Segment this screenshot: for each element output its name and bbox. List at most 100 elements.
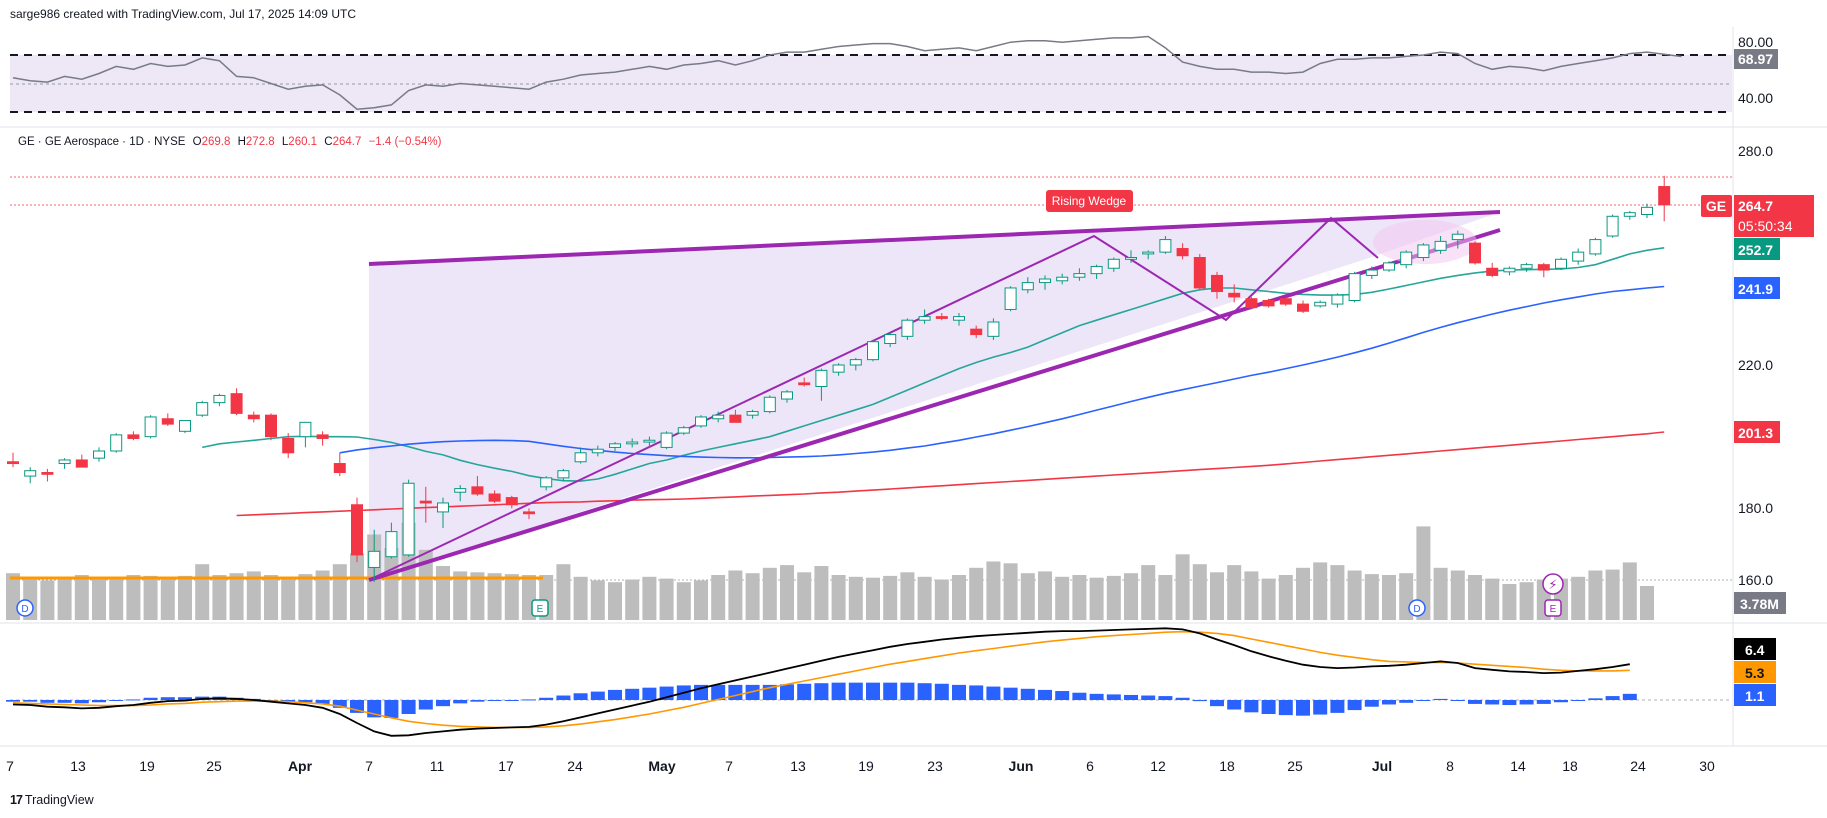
time-tick: 12 <box>1150 758 1166 774</box>
candle-body <box>523 511 535 515</box>
rsi-tick-40: 40.00 <box>1738 90 1773 106</box>
hist-value: 1.1 <box>1745 688 1765 704</box>
ma3-value: 201.3 <box>1738 425 1773 441</box>
volume-bar <box>1485 578 1500 620</box>
macd-hist-bar <box>1175 697 1190 700</box>
volume-value: 3.78M <box>1740 596 1779 612</box>
volume-bar <box>1313 562 1328 620</box>
rising-wedge-label-box[interactable] <box>1046 190 1133 212</box>
price-tick-160: 160.0 <box>1738 572 1773 588</box>
time-tick: 13 <box>70 758 86 774</box>
volume-bar <box>281 578 296 620</box>
dividend-marker-1[interactable] <box>16 599 34 617</box>
macd-hist-bar <box>539 697 554 700</box>
candle-body <box>402 482 415 556</box>
time-tick: Jul <box>1372 758 1392 774</box>
macd-hist-bar <box>831 682 846 700</box>
candle-body <box>1211 274 1223 293</box>
macd-hist-bar <box>436 700 450 707</box>
volume-bar <box>1261 578 1276 620</box>
flash-event-icon[interactable] <box>1542 573 1564 595</box>
volume-bar <box>625 579 640 620</box>
macd-hist-bar <box>1227 700 1242 710</box>
macd-hist-bar <box>1399 700 1414 703</box>
signal-value-box <box>1734 661 1776 683</box>
volume-bar <box>1244 571 1259 620</box>
volume-bar <box>917 576 932 620</box>
candle-body <box>953 316 965 321</box>
wedge-lower-line[interactable] <box>368 228 1501 582</box>
candle-body <box>196 402 209 416</box>
candle-body <box>127 434 140 439</box>
symbol-legend[interactable]: GE · GE Aerospace · 1D · NYSE O269.8 H27… <box>18 136 445 148</box>
macd-hist-bar <box>745 684 760 700</box>
candle-body <box>557 470 570 479</box>
volume-bar <box>40 580 55 620</box>
macd-hist-bar <box>1554 700 1568 703</box>
candle-body <box>93 450 105 459</box>
macd-hist-bar <box>23 700 38 702</box>
volume-bar <box>1605 569 1620 620</box>
low-value: 260.1 <box>288 136 318 148</box>
volume-bar <box>1364 574 1379 620</box>
volume-bar <box>1210 572 1224 620</box>
wedge-zigzag-line[interactable] <box>368 216 1379 581</box>
candle-body <box>1262 300 1275 307</box>
candle-body <box>832 364 845 373</box>
time-axis[interactable]: 7 13 19 25 Apr 7 11 17 24 May 7 13 19 23 Jun 6 12 18 25 Jul… <box>6 758 1715 774</box>
time-tick: 30 <box>1699 758 1715 774</box>
candle-body <box>1297 303 1309 312</box>
volume-bar <box>1640 585 1654 620</box>
volume-bar <box>1227 565 1242 620</box>
volume-bar <box>608 582 622 620</box>
macd-hist-bar <box>522 699 536 701</box>
volume-bar <box>762 567 777 620</box>
volume-bar <box>1175 554 1190 620</box>
ma1-value-box <box>1734 238 1780 260</box>
dividend-marker-2[interactable] <box>1408 599 1426 617</box>
macd-hist-bar <box>40 700 55 703</box>
candle-body <box>265 414 277 438</box>
candle-body <box>540 477 553 488</box>
countdown: 05:50:34 <box>1738 218 1793 234</box>
volume-bar <box>642 576 657 620</box>
candle-body <box>368 550 381 568</box>
ma2-value: 241.9 <box>1738 281 1773 297</box>
candle-body <box>110 434 123 452</box>
candle-body <box>1245 298 1258 309</box>
candle-body <box>385 531 398 558</box>
low-label: L <box>281 136 289 148</box>
volume-bar <box>1571 576 1586 620</box>
candle-body <box>1520 264 1533 269</box>
macd-hist-bar <box>1502 700 1517 706</box>
volume-bar <box>1124 573 1138 620</box>
tradingview-brand[interactable]: 17 TradingView <box>10 793 94 807</box>
macd-hist-bar <box>109 700 124 701</box>
rsi-value-box <box>1734 49 1778 69</box>
volume-bar <box>298 574 313 620</box>
wedge-upper-line[interactable] <box>368 210 1501 266</box>
candle-body <box>746 411 759 416</box>
macd-hist-bar <box>401 700 416 714</box>
macd-hist-bar <box>1364 700 1379 707</box>
macd-hist-bar <box>315 700 330 704</box>
candle-body <box>454 488 467 493</box>
ticker-badge[interactable] <box>1701 195 1732 217</box>
volume-bar <box>350 553 364 620</box>
macd-value: 6.4 <box>1745 642 1765 658</box>
earnings-marker-1-label: E <box>537 604 544 615</box>
volume-bar <box>264 575 278 620</box>
earnings-marker-2[interactable] <box>1544 599 1562 617</box>
candle-body <box>609 443 621 448</box>
close-value: 264.7 <box>332 136 362 148</box>
macd-hist-bar <box>866 682 880 700</box>
macd-hist-bar <box>281 700 296 702</box>
earnings-marker-1[interactable] <box>531 599 549 617</box>
candle-body <box>1589 239 1602 255</box>
macd-hist-bar <box>178 697 192 700</box>
macd-hist-bar <box>1210 700 1224 707</box>
candle-body <box>333 463 346 473</box>
macd-hist-bar <box>1055 691 1070 700</box>
macd-hist-bar <box>1020 688 1035 700</box>
